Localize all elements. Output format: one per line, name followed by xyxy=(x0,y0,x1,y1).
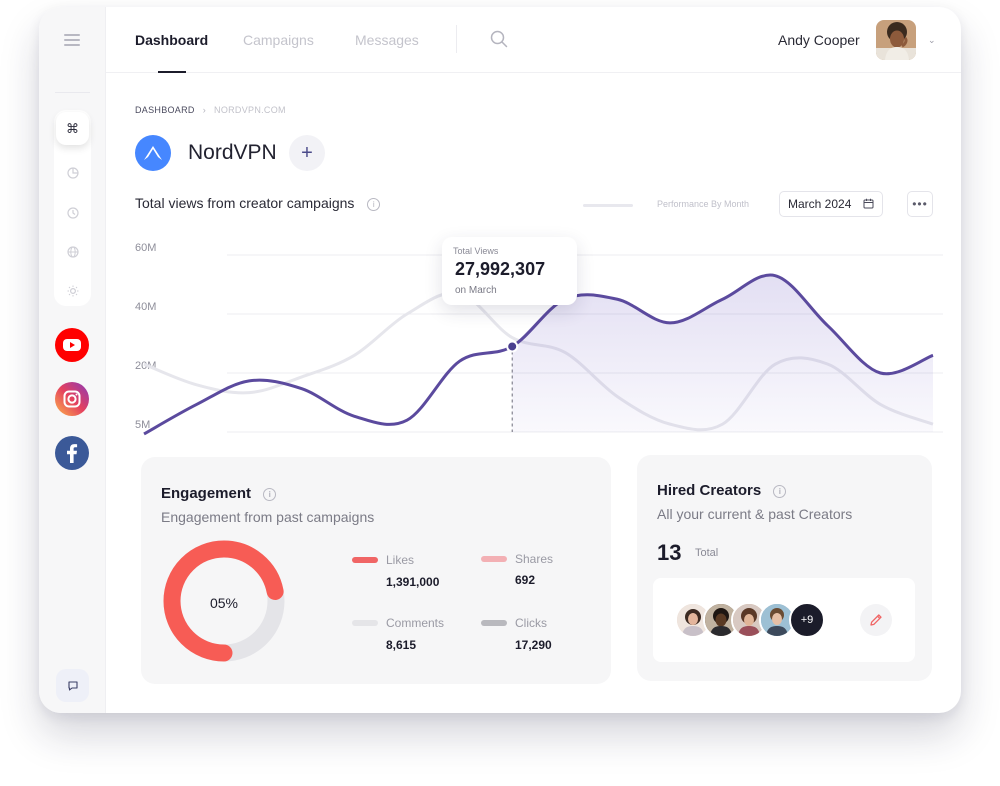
nav-divider xyxy=(456,25,457,53)
likes-value: 1,391,000 xyxy=(386,575,440,589)
tab-messages[interactable]: Messages xyxy=(355,32,419,48)
more-options-button[interactable]: ••• xyxy=(907,191,933,217)
engagement-title: Engagement i xyxy=(161,485,277,502)
comments-label: Comments xyxy=(386,616,445,630)
youtube-icon[interactable] xyxy=(55,328,89,362)
info-icon[interactable]: i xyxy=(773,484,787,498)
series-line-primary xyxy=(143,273,934,436)
info-icon[interactable]: i xyxy=(367,197,381,211)
brand-name: NordVPN xyxy=(188,141,277,164)
top-bar: Dashboard Campaigns Messages Andy Cooper… xyxy=(106,7,961,73)
facebook-icon[interactable] xyxy=(55,436,89,470)
legend-label: Performance By Month xyxy=(657,199,750,209)
edit-icon[interactable] xyxy=(860,604,892,636)
breadcrumb-current: NORDVPN.COM xyxy=(214,105,286,115)
tab-dashboard[interactable]: Dashboard xyxy=(135,32,209,48)
clock-icon[interactable] xyxy=(56,196,89,229)
month-select[interactable]: March 2024 xyxy=(779,191,883,217)
calendar-icon xyxy=(863,198,874,212)
likes-swatch xyxy=(352,557,378,563)
engagement-panel: Engagement i Engagement from past campai… xyxy=(141,457,611,684)
menu-icon[interactable] xyxy=(64,34,80,46)
creators-title-text: Hired Creators xyxy=(657,482,762,499)
highlight-point[interactable] xyxy=(506,340,519,353)
chart-tooltip: Total Views 27,992,307 on March xyxy=(442,237,577,305)
tooltip-label: Total Views xyxy=(453,246,499,256)
breadcrumb: DASHBOARD › NORDVPN.COM xyxy=(135,105,286,115)
y-tick-label: 40M xyxy=(135,301,157,313)
search-icon[interactable] xyxy=(490,30,508,53)
creator-avatar[interactable] xyxy=(703,602,739,638)
chart-title: Total views from creator campaigns i xyxy=(135,195,381,211)
shares-value: 692 xyxy=(515,573,536,587)
dashboard-window: ⌘ xyxy=(39,7,961,713)
views-chart: 60M 40M 20M 5M xyxy=(123,237,943,437)
sun-icon[interactable] xyxy=(56,274,89,307)
month-select-value: March 2024 xyxy=(788,197,852,211)
chat-icon[interactable] xyxy=(56,669,89,702)
shares-label: Shares xyxy=(515,552,554,566)
globe-icon[interactable] xyxy=(56,235,89,268)
info-icon[interactable]: i xyxy=(263,487,277,501)
active-tab-indicator xyxy=(158,71,186,73)
tooltip-sub: on March xyxy=(455,285,497,296)
y-tick-label: 5M xyxy=(135,419,151,431)
instagram-icon[interactable] xyxy=(55,382,89,416)
chart-canvas xyxy=(143,254,943,436)
creators-title: Hired Creators i xyxy=(657,482,787,499)
sidebar-nav-group: ⌘ xyxy=(54,110,91,306)
creators-subtitle: All your current & past Creators xyxy=(657,506,853,522)
creator-avatar[interactable] xyxy=(731,602,767,638)
engagement-donut xyxy=(163,540,285,662)
comments-swatch xyxy=(352,620,378,626)
user-avatar[interactable] xyxy=(876,20,916,60)
creators-count-label: Total xyxy=(695,547,719,559)
hired-creators-panel: Hired Creators i All your current & past… xyxy=(637,455,932,681)
clicks-label: Clicks xyxy=(515,616,547,630)
pie-chart-icon[interactable] xyxy=(56,156,89,189)
sidebar: ⌘ xyxy=(39,7,106,713)
sidebar-divider xyxy=(55,92,90,93)
likes-label: Likes xyxy=(386,553,415,567)
breadcrumb-root[interactable]: DASHBOARD xyxy=(135,105,195,115)
clicks-swatch xyxy=(481,620,507,626)
more-creators-badge[interactable]: +9 xyxy=(789,602,825,638)
user-name[interactable]: Andy Cooper xyxy=(778,32,860,48)
engagement-subtitle: Engagement from past campaigns xyxy=(161,509,375,525)
creators-count: 13 xyxy=(657,540,682,565)
chart-title-text: Total views from creator campaigns xyxy=(135,195,355,211)
comments-value: 8,615 xyxy=(386,638,417,652)
clicks-value: 17,290 xyxy=(515,638,552,652)
engagement-title-text: Engagement xyxy=(161,485,252,502)
add-button[interactable]: + xyxy=(289,135,325,171)
donut-value: 05% xyxy=(209,595,239,611)
legend-swatch xyxy=(583,204,633,207)
series-area-primary xyxy=(512,275,933,432)
tooltip-value: 27,992,307 xyxy=(455,259,546,279)
nordvpn-logo xyxy=(135,135,171,171)
shares-swatch xyxy=(481,556,507,562)
donut-arc xyxy=(163,540,285,662)
creators-avatar-box: +9 xyxy=(653,578,915,662)
tab-campaigns[interactable]: Campaigns xyxy=(243,32,314,48)
chevron-down-icon[interactable]: ⌄ xyxy=(928,35,936,45)
command-icon[interactable]: ⌘ xyxy=(56,112,89,145)
y-tick-label: 60M xyxy=(135,242,157,254)
breadcrumb-separator-icon: › xyxy=(202,105,207,115)
